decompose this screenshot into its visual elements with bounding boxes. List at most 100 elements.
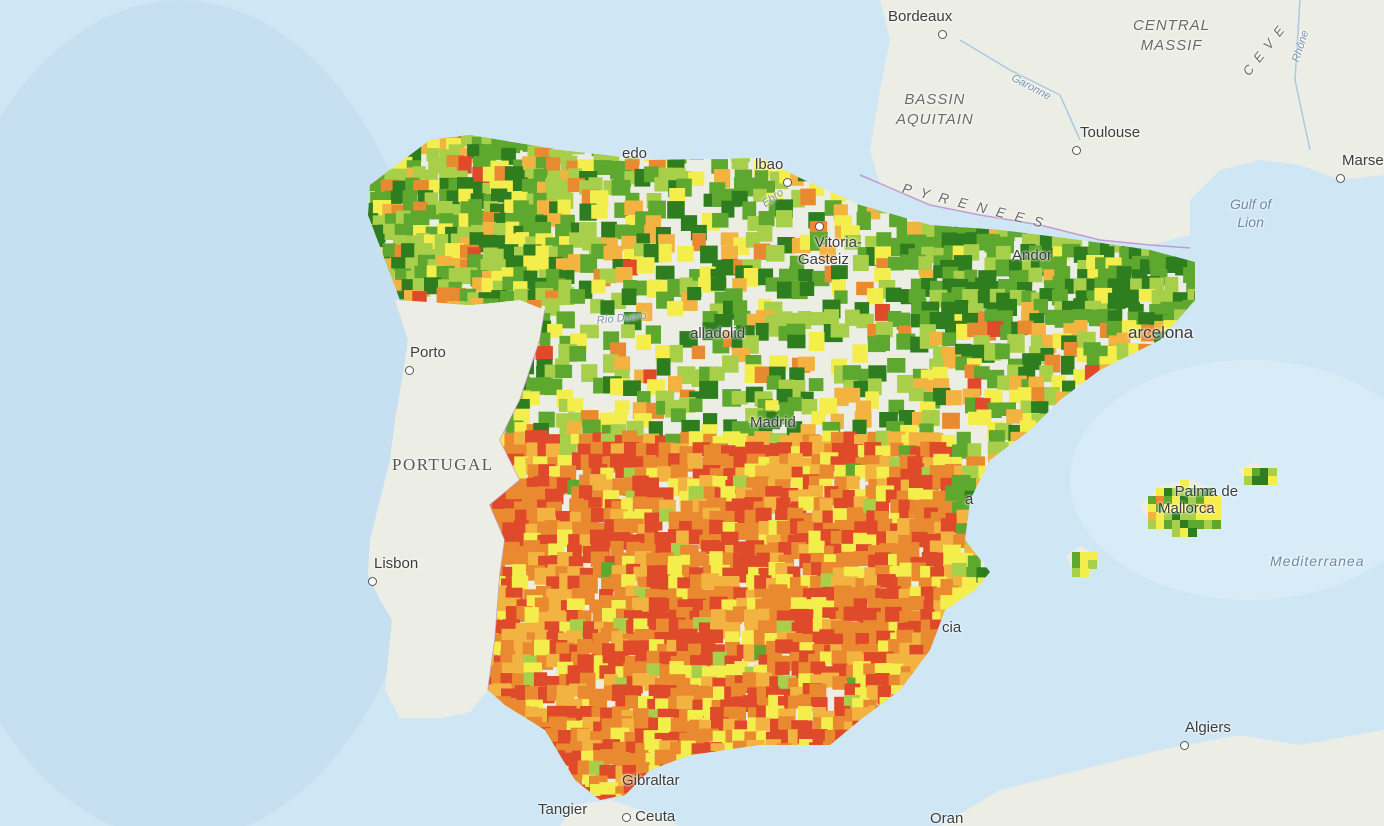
municipality-cell[interactable] (852, 344, 868, 363)
municipality-cell[interactable] (754, 476, 769, 492)
municipality-cell[interactable] (733, 475, 749, 491)
municipality-cell[interactable] (577, 639, 592, 653)
municipality-cell[interactable] (593, 160, 612, 175)
municipality-cell[interactable] (886, 530, 902, 547)
municipality-cell[interactable] (514, 520, 529, 537)
municipality-cell[interactable] (766, 463, 782, 480)
municipality-cell[interactable] (755, 717, 770, 731)
municipality-cell[interactable] (512, 564, 526, 578)
place-andorra[interactable]: Andor (1012, 247, 1052, 264)
municipality-cell[interactable] (688, 171, 705, 186)
municipality-cell[interactable] (922, 222, 938, 238)
municipality-cell[interactable] (712, 213, 729, 228)
municipality-cell[interactable] (787, 397, 803, 412)
municipality-cell[interactable] (467, 254, 483, 271)
municipality-cell[interactable] (557, 552, 573, 567)
municipality-cell[interactable] (952, 444, 972, 459)
municipality-cell[interactable] (844, 234, 861, 250)
municipality-cell[interactable] (731, 683, 746, 697)
municipality-cell[interactable] (603, 245, 623, 261)
municipality-cell[interactable] (743, 268, 760, 287)
municipality-cell[interactable] (482, 221, 497, 239)
municipality-cell[interactable] (945, 485, 960, 504)
municipality-cell[interactable] (712, 453, 729, 468)
municipality-cell[interactable] (1186, 278, 1201, 297)
municipality-cell[interactable] (866, 288, 883, 305)
municipality-cell[interactable] (412, 291, 427, 305)
municipality-cell[interactable] (766, 245, 785, 262)
municipality-cell[interactable] (732, 300, 748, 315)
municipality-cell[interactable] (830, 530, 845, 544)
municipality-cell[interactable] (733, 552, 748, 572)
municipality-cell[interactable] (490, 188, 508, 203)
municipality-cell[interactable] (1017, 320, 1034, 335)
municipality-cell[interactable] (801, 399, 818, 415)
place-bordeaux[interactable]: Bordeaux (888, 8, 952, 42)
place-porto[interactable]: Porto (405, 344, 446, 378)
municipality-cell[interactable] (755, 322, 769, 341)
municipality-cell[interactable] (522, 156, 540, 170)
municipality-cell[interactable] (513, 408, 531, 424)
municipality-cell[interactable] (644, 477, 659, 492)
municipality-cell[interactable] (613, 356, 631, 372)
municipality-cell[interactable] (845, 309, 860, 326)
municipality-cell[interactable] (778, 463, 796, 482)
municipality-cell[interactable] (988, 430, 1005, 444)
municipality-cell[interactable] (1138, 288, 1156, 302)
municipality-cell[interactable] (1268, 468, 1277, 477)
municipality-cell[interactable] (810, 312, 825, 326)
municipality-cell[interactable] (908, 388, 925, 402)
municipality-cell[interactable] (731, 391, 748, 405)
municipality-cell[interactable] (832, 508, 847, 524)
municipality-cell[interactable] (942, 332, 957, 347)
municipality-cell[interactable] (929, 331, 944, 346)
municipality-cell[interactable] (953, 533, 968, 549)
municipality-cell[interactable] (688, 486, 705, 502)
municipality-cell[interactable] (621, 235, 638, 251)
municipality-cell[interactable] (1031, 401, 1049, 417)
municipality-cell[interactable] (666, 301, 684, 317)
municipality-cell[interactable] (1028, 245, 1042, 263)
municipality-cell[interactable] (811, 411, 826, 425)
municipality-cell[interactable] (819, 464, 834, 479)
municipality-cell[interactable] (579, 222, 597, 239)
municipality-cell[interactable] (710, 277, 727, 291)
municipality-cell[interactable] (582, 419, 601, 434)
municipality-cell[interactable] (689, 398, 703, 412)
municipality-cell[interactable] (535, 346, 553, 360)
municipality-cell[interactable] (358, 202, 374, 218)
municipality-cell[interactable] (940, 531, 955, 548)
municipality-cell[interactable] (667, 201, 685, 219)
municipality-cell[interactable] (450, 122, 466, 140)
municipality-cell[interactable] (535, 245, 553, 265)
municipality-cell[interactable] (868, 365, 887, 382)
municipality-cell[interactable] (655, 265, 675, 280)
municipality-cell[interactable] (798, 269, 814, 285)
municipality-cell[interactable] (670, 408, 686, 423)
municipality-cell[interactable] (922, 410, 940, 427)
municipality-cell[interactable] (734, 177, 748, 193)
municipality-cell[interactable] (569, 232, 583, 248)
municipality-cell[interactable] (611, 684, 628, 702)
municipality-cell[interactable] (1148, 504, 1157, 513)
municipality-cell[interactable] (1086, 354, 1100, 369)
municipality-cell[interactable] (956, 431, 971, 447)
municipality-cell[interactable] (967, 344, 981, 359)
municipality-cell[interactable] (987, 320, 1004, 337)
municipality-cell[interactable] (757, 225, 773, 242)
municipality-cell[interactable] (601, 221, 617, 241)
municipality-cell[interactable] (624, 158, 640, 173)
municipality-cell[interactable] (648, 200, 666, 219)
municipality-cell[interactable] (1164, 276, 1179, 295)
municipality-cell[interactable] (591, 204, 608, 219)
municipality-cell[interactable] (687, 287, 702, 301)
municipality-cell[interactable] (590, 508, 605, 523)
municipality-cell[interactable] (753, 188, 767, 202)
municipality-cell[interactable] (580, 254, 598, 273)
place-marseille[interactable]: Marse (1336, 152, 1384, 186)
municipality-cell[interactable] (676, 530, 691, 547)
municipality-cell[interactable] (976, 409, 992, 426)
municipality-cell[interactable] (570, 289, 585, 304)
municipality-cell[interactable] (1088, 552, 1097, 561)
